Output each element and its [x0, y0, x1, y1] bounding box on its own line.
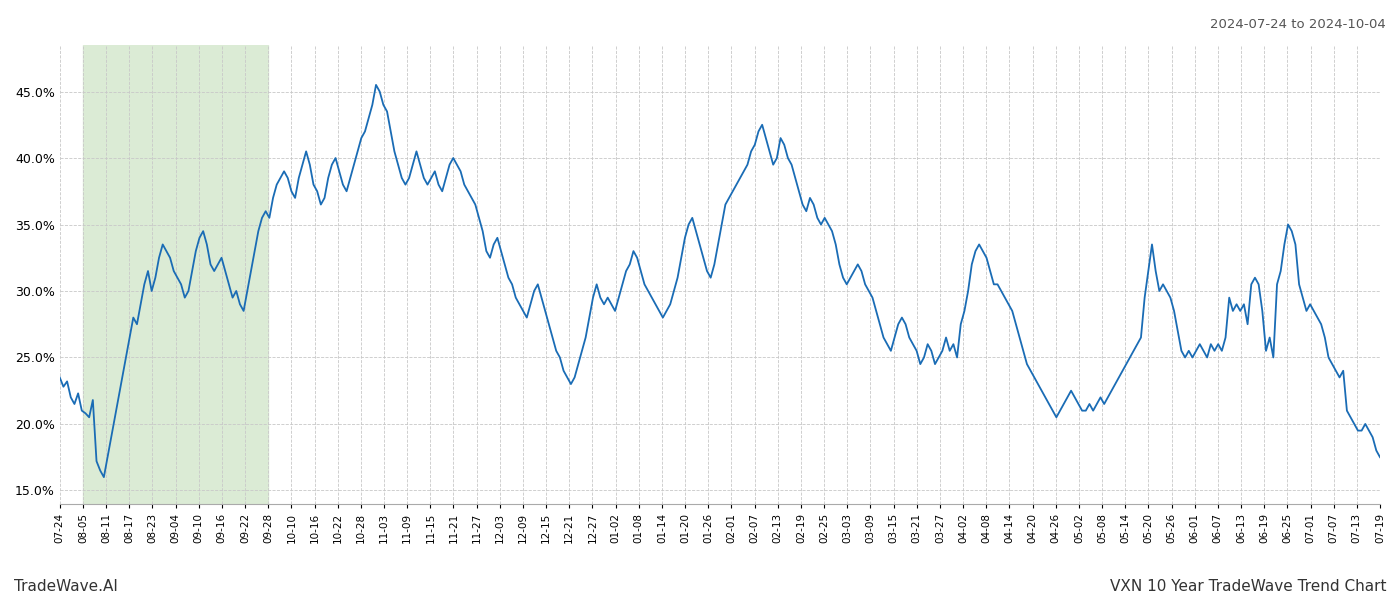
Text: TradeWave.AI: TradeWave.AI — [14, 579, 118, 594]
Text: VXN 10 Year TradeWave Trend Chart: VXN 10 Year TradeWave Trend Chart — [1109, 579, 1386, 594]
Bar — [83, 45, 269, 504]
Text: 2024-07-24 to 2024-10-04: 2024-07-24 to 2024-10-04 — [1210, 18, 1386, 31]
